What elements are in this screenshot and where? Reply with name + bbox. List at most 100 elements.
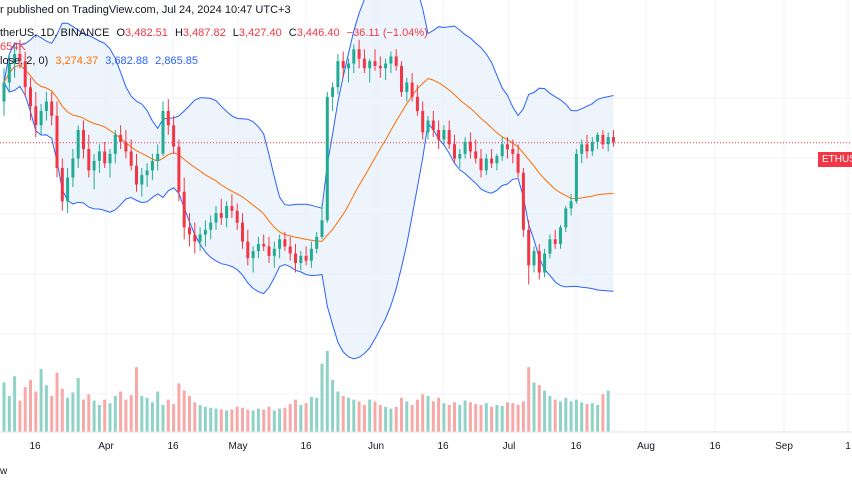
- volume-bar: [267, 406, 271, 432]
- candle: [400, 61, 403, 97]
- volume-bar: [309, 396, 313, 432]
- candle: [336, 54, 340, 95]
- candle: [92, 153, 96, 190]
- volume-bar: [113, 396, 117, 432]
- candle: [304, 246, 308, 266]
- volume-bar: [214, 408, 218, 432]
- volume-bar: [103, 399, 107, 432]
- candle-body: [596, 134, 600, 142]
- volume-bar: [585, 404, 589, 432]
- symbol-label[interactable]: therUS, 1D, BINANCE: [0, 27, 110, 39]
- candle-body: [532, 251, 536, 266]
- candle-body: [60, 168, 64, 202]
- volume-bar: [426, 396, 430, 432]
- candle-body: [113, 134, 117, 154]
- candle-body: [241, 222, 244, 242]
- candle-body: [458, 153, 462, 159]
- volume-bar: [87, 394, 91, 432]
- candle-body: [516, 153, 520, 173]
- x-tick-label: Jul: [503, 441, 516, 452]
- candle-body: [177, 146, 181, 192]
- candle-body: [188, 227, 191, 235]
- x-tick-label: Jun: [368, 441, 384, 452]
- candle: [23, 51, 27, 97]
- candle-body: [384, 63, 388, 69]
- candle-body: [71, 158, 75, 178]
- candle: [193, 222, 197, 254]
- candle: [532, 246, 536, 273]
- volume-bar: [553, 399, 557, 432]
- candle-body: [378, 65, 382, 69]
- volume-bar: [415, 399, 419, 432]
- volume-bar: [405, 401, 409, 432]
- candle-body: [521, 172, 525, 230]
- volume-bar: [410, 405, 414, 432]
- volume-bar: [71, 392, 75, 432]
- candle: [543, 248, 547, 278]
- volume-bar: [76, 378, 80, 432]
- candle-body: [230, 206, 234, 211]
- candle-body: [251, 251, 255, 259]
- volume-bar: [44, 385, 48, 432]
- candle: [352, 44, 356, 73]
- candle: [596, 132, 600, 149]
- bollinger-label[interactable]: lose, 2, 0): [0, 55, 49, 67]
- candle: [511, 139, 515, 164]
- candle-body: [431, 120, 435, 130]
- candle: [129, 139, 133, 171]
- volume-bar: [341, 396, 345, 432]
- candle-body: [129, 151, 133, 166]
- candle-body: [246, 241, 250, 259]
- candle: [506, 137, 509, 159]
- volume-bar: [559, 401, 562, 432]
- candle-body: [394, 56, 398, 66]
- candle-body: [415, 96, 419, 112]
- x-tick-label: Apr: [98, 441, 114, 452]
- volume-bar: [34, 391, 38, 432]
- candle-body: [256, 244, 260, 252]
- candle: [405, 77, 409, 102]
- candle-body: [299, 255, 303, 263]
- volume-bar: [124, 399, 128, 432]
- candle-body: [23, 61, 27, 88]
- candle-body: [140, 175, 144, 185]
- candle-body: [405, 82, 409, 92]
- candle: [156, 144, 160, 171]
- candle: [384, 58, 388, 81]
- candle-body: [559, 227, 562, 244]
- candle: [66, 168, 70, 214]
- candle: [331, 82, 335, 111]
- volume-bar: [590, 403, 594, 432]
- candle: [394, 49, 398, 71]
- candle-body: [156, 153, 160, 161]
- volume-bar: [29, 379, 32, 432]
- candle-body: [198, 234, 202, 242]
- candle-body: [601, 134, 605, 145]
- candle: [368, 58, 372, 83]
- candle-body: [352, 49, 356, 64]
- candle: [113, 130, 117, 164]
- candle-body: [585, 144, 589, 152]
- candle-body: [150, 160, 154, 171]
- volume-bar: [394, 406, 398, 432]
- volume-bar: [203, 406, 207, 432]
- volume-bar: [119, 391, 123, 432]
- candle: [135, 153, 138, 192]
- bollinger-legend: lose, 2, 0) 3,274.37 3,682.88 2,865.85: [0, 55, 198, 67]
- volume-bar: [521, 401, 525, 432]
- candle-body: [357, 49, 361, 59]
- candle-body: [29, 87, 32, 107]
- candle: [410, 73, 414, 102]
- candle-body: [97, 151, 101, 161]
- volume-bar: [150, 402, 154, 432]
- candle: [161, 101, 165, 157]
- candle-body: [235, 210, 239, 223]
- candle-body: [145, 170, 149, 176]
- change-value: −36.11 (−1.04%): [346, 27, 428, 39]
- candle: [214, 206, 218, 230]
- candle-body: [7, 63, 11, 83]
- candle-body: [479, 158, 483, 171]
- candle: [177, 139, 181, 202]
- candle: [421, 101, 425, 140]
